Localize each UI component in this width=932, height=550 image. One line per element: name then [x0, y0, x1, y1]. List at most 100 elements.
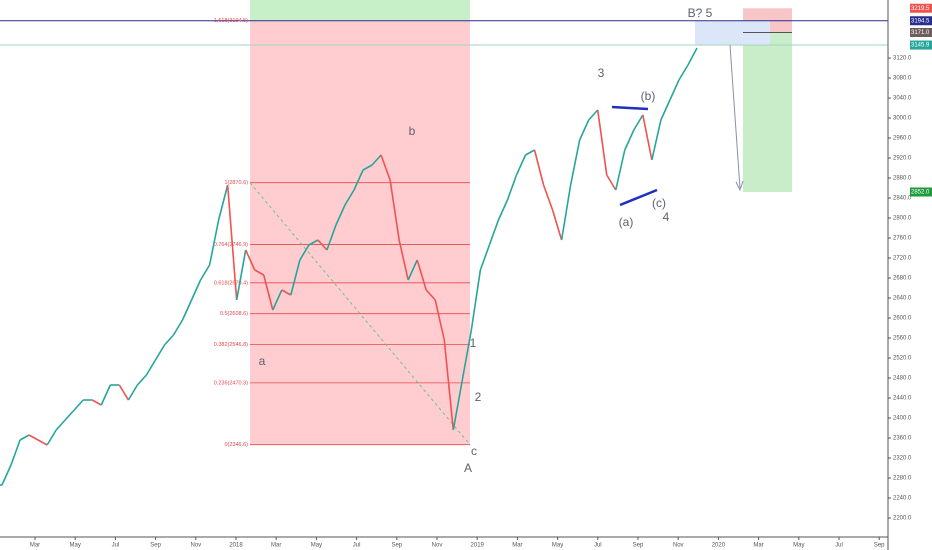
price-segment	[317, 239, 328, 251]
price-segment	[506, 174, 518, 201]
wave-label: a	[259, 354, 266, 368]
price-segment	[10, 439, 21, 466]
y-tick-label: 2280.0	[893, 476, 912, 482]
y-tick-label: 2920.0	[893, 156, 912, 162]
fib-label: 0.5(2608.6)	[220, 311, 248, 317]
fib-label: 0(2346.6)	[224, 442, 248, 448]
price-segment	[262, 274, 274, 311]
x-tick-label: May	[70, 543, 81, 549]
y-tick-label: 2240.0	[893, 496, 912, 502]
x-tick-label: Mar	[271, 543, 281, 549]
price-segment	[497, 199, 509, 221]
y-tick-label: 2480.0	[893, 376, 912, 382]
arrow-head	[735, 180, 744, 192]
price-segment	[344, 189, 355, 206]
price-segment	[37, 439, 48, 446]
x-tick-label: Mar	[512, 543, 522, 549]
price-segment	[488, 219, 500, 246]
price-segment	[407, 259, 418, 281]
x-tick-label: 2020	[712, 543, 726, 549]
price-segment	[100, 384, 112, 406]
x-tick-label: Sep	[391, 543, 402, 549]
price-segment	[452, 379, 464, 431]
x-tick-label: Mar	[753, 543, 763, 549]
price-segment	[118, 384, 130, 401]
y-tick-label: 2760.0	[893, 236, 912, 242]
price-segment	[461, 329, 473, 381]
price-tag-label: 3171.0	[911, 30, 930, 36]
price-segment	[46, 429, 57, 446]
y-tick-label: 3080.0	[893, 76, 912, 82]
price-segment	[614, 149, 626, 191]
x-tick-label: Sep	[633, 543, 644, 549]
price-segment	[578, 119, 590, 141]
price-segment	[91, 399, 102, 406]
price-segment	[398, 239, 409, 281]
y-tick-label: 2680.0	[893, 276, 912, 282]
x-tick-label: Nov	[190, 543, 201, 549]
x-tick-label: Mar	[30, 543, 40, 549]
price-segment	[569, 139, 581, 186]
price-segment	[687, 47, 698, 66]
y-tick-label: 2880.0	[893, 176, 912, 182]
wave-label: B? 5	[688, 6, 713, 20]
y-tick-label: 2840.0	[893, 196, 912, 202]
y-tick-label: 2200.0	[893, 516, 912, 522]
wave-label: (a)	[619, 215, 634, 229]
price-segment	[651, 119, 662, 161]
price-segment	[64, 409, 75, 421]
wave-label: c	[471, 444, 477, 458]
x-tick-label: May	[311, 543, 322, 549]
price-segment	[308, 239, 319, 246]
price-segment	[525, 149, 535, 156]
price-tag-label: 3219.5	[911, 6, 930, 12]
price-segment	[606, 174, 617, 191]
price-tag	[910, 3, 932, 13]
y-tick-label: 2640.0	[893, 296, 912, 302]
price-tag-label: 3194.5	[911, 18, 930, 24]
wave-label: b	[409, 124, 416, 138]
price-segment	[479, 244, 491, 271]
price-segment	[172, 319, 184, 336]
wedge-line	[619, 188, 658, 207]
price-segment	[145, 359, 157, 376]
y-tick-label: 2320.0	[893, 456, 912, 462]
price-segment	[299, 244, 310, 261]
price-segment	[19, 434, 30, 441]
price-segment	[389, 179, 400, 241]
wedge-line	[611, 105, 649, 111]
price-tag-label: 2852.0	[911, 190, 930, 196]
loss-zone	[250, 20, 470, 445]
price-segment	[669, 79, 680, 101]
y-tick-label: 2720.0	[893, 256, 912, 262]
price-segment	[633, 114, 644, 131]
price-segment	[678, 64, 689, 81]
price-segment	[560, 184, 572, 241]
price-segment	[208, 219, 220, 266]
y-tick-label: 3040.0	[893, 96, 912, 102]
x-tick-label: Nov	[673, 543, 684, 549]
price-segment	[154, 344, 166, 361]
price-segment	[290, 259, 301, 296]
price-segment	[1, 464, 12, 486]
price-segment	[380, 154, 391, 181]
price-segment	[199, 264, 211, 281]
price-segment	[28, 434, 39, 441]
price-tag	[910, 16, 932, 26]
price-segment	[443, 339, 455, 431]
y-tick-label: 2440.0	[893, 396, 912, 402]
price-segment	[425, 289, 436, 301]
fib-label: 0.236(2470.3)	[214, 380, 248, 386]
x-tick-label: Sep	[874, 543, 885, 549]
wave-label: 2	[475, 390, 482, 404]
fib-label: 0.382(2546.8)	[214, 342, 248, 348]
profit-zone	[250, 0, 470, 21]
price-segment	[326, 224, 337, 251]
price-segment	[254, 269, 265, 276]
price-segment	[335, 204, 346, 226]
profit-zone	[743, 32, 792, 192]
price-tag	[910, 40, 932, 50]
price-segment	[660, 99, 671, 121]
y-tick-label: 3120.0	[893, 56, 912, 62]
